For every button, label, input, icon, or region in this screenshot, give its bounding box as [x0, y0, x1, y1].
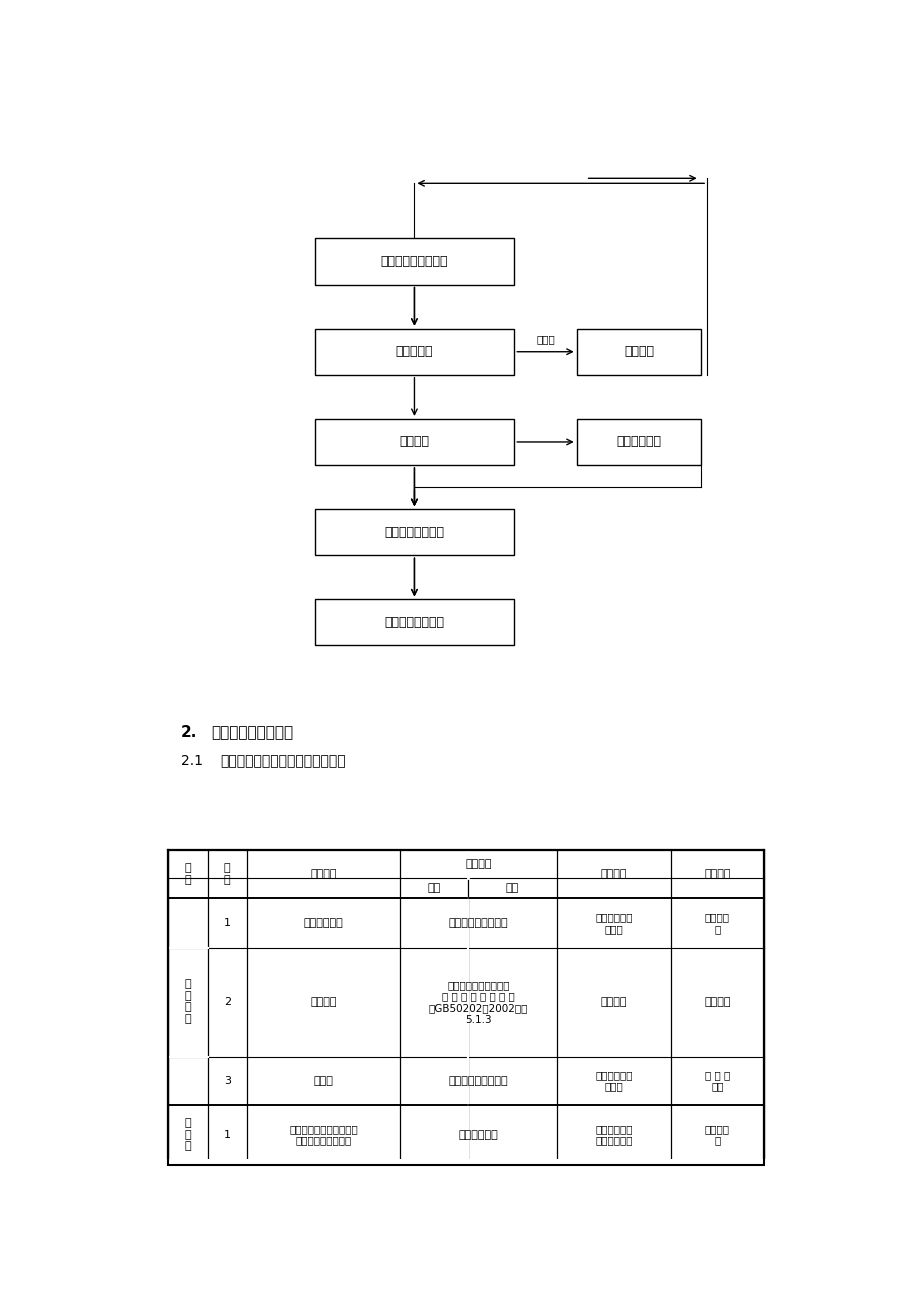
Bar: [168, 850, 763, 1165]
Text: 签署竣工验收报告: 签署竣工验收报告: [384, 616, 444, 629]
Text: 查出厂质保文
件或抽样送检: 查出厂质保文 件或抽样送检: [595, 1124, 632, 1146]
Text: 监理工作的控制要点: 监理工作的控制要点: [211, 725, 293, 741]
Bar: [314, 509, 514, 555]
Text: 《建筑地基基础工程施
工 质 量 验 收 规 范 》
（GB50202－2002）表
5.1.3: 《建筑地基基础工程施 工 质 量 验 收 规 范 》 （GB50202－2002…: [428, 980, 528, 1025]
Text: 控制要求: 控制要求: [465, 859, 492, 868]
Text: 序
号: 序 号: [223, 863, 231, 885]
Text: 数值: 数值: [505, 883, 518, 893]
Text: 承载力: 承载力: [313, 1075, 333, 1086]
Text: 2.1: 2.1: [180, 754, 202, 768]
Text: 审核竣工资料: 审核竣工资料: [616, 435, 661, 448]
Bar: [314, 419, 514, 465]
Text: 有缺降: 有缺降: [536, 333, 554, 344]
Text: 按桩基检测技
术规范: 按桩基检测技 术规范: [595, 913, 632, 934]
Text: 单位: 单位: [427, 883, 440, 893]
Text: 3: 3: [223, 1075, 231, 1086]
Bar: [576, 419, 700, 465]
Text: 桦位偏差: 桦位偏差: [310, 997, 336, 1008]
Bar: [576, 328, 700, 375]
Text: 主
控
项
目: 主 控 项 目: [185, 979, 191, 1023]
Text: 1: 1: [223, 918, 231, 928]
Text: 竣工验收: 竣工验收: [399, 435, 429, 448]
Text: 子分部工程质量评定: 子分部工程质量评定: [380, 255, 448, 268]
Text: 竣工预验收: 竣工预验收: [395, 345, 433, 358]
Text: 用钉尺量: 用钉尺量: [600, 997, 627, 1008]
Text: 按 设 计
要求: 按 设 计 要求: [704, 1070, 730, 1091]
Text: 一
般
项: 一 般 项: [185, 1118, 191, 1151]
Bar: [314, 238, 514, 285]
Text: 2.: 2.: [180, 725, 197, 741]
Text: 2: 2: [223, 997, 231, 1008]
Text: 检查方法: 检查方法: [600, 868, 627, 879]
Text: 按设计要
求: 按设计要 求: [704, 1124, 729, 1146]
Text: 检查项目: 检查项目: [310, 868, 336, 879]
Text: 项
目: 项 目: [185, 863, 191, 885]
Text: 桦体质量检验: 桦体质量检验: [303, 918, 343, 928]
Text: 按桩基检测技
术规范: 按桩基检测技 术规范: [595, 1070, 632, 1091]
Text: 全数检查: 全数检查: [703, 997, 730, 1008]
Text: 按桦基检测技术规范: 按桦基检测技术规范: [448, 918, 508, 928]
Text: 按桦基检测技术规范: 按桦基检测技术规范: [448, 1075, 508, 1086]
Text: 编写质量评估报告: 编写质量评估报告: [384, 526, 444, 539]
Bar: [314, 328, 514, 375]
Text: 1: 1: [223, 1130, 231, 1139]
Bar: [314, 599, 514, 646]
Text: 符合设计要求: 符合设计要求: [459, 1130, 498, 1139]
Text: 砂、石、水泥、钢材等原
材料（现场预制时）: 砂、石、水泥、钢材等原 材料（现场预制时）: [289, 1124, 357, 1146]
Text: 钉筋混凝土预制桩的质量检验标准: 钉筋混凝土预制桩的质量检验标准: [221, 754, 346, 768]
Text: 检查数量: 检查数量: [703, 868, 730, 879]
Text: 按设计要
求: 按设计要 求: [704, 913, 729, 934]
Text: 整改合格: 整改合格: [623, 345, 653, 358]
